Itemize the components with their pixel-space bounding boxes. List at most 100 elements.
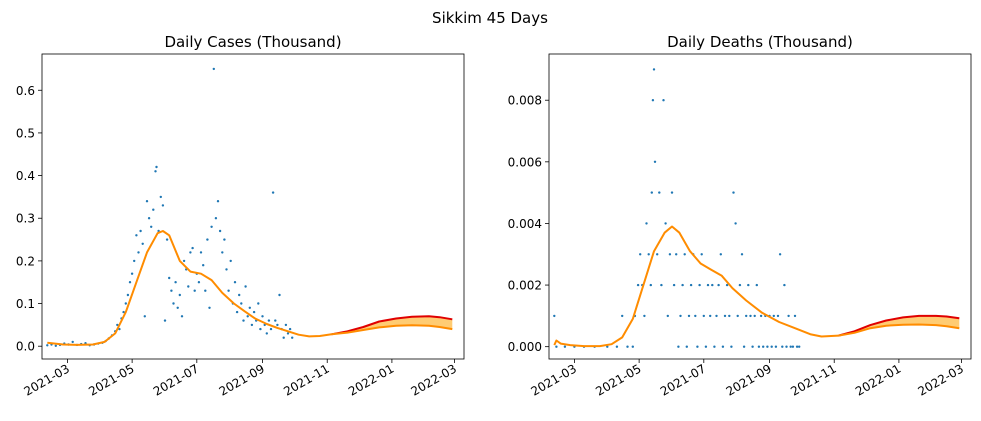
data-point <box>681 283 684 287</box>
forecast-lower-line <box>838 323 960 337</box>
data-point <box>766 345 769 348</box>
x-tick-label: 2021-07 <box>151 361 201 398</box>
data-point <box>626 345 629 348</box>
x-tick-label: 2022-03 <box>409 361 459 398</box>
data-point <box>753 314 756 318</box>
data-point <box>772 314 775 318</box>
data-point <box>672 283 676 287</box>
y-tick-label: 0.002 <box>508 279 542 293</box>
fit-line <box>553 225 839 348</box>
data-point <box>261 315 264 318</box>
data-point <box>649 283 652 287</box>
data-point <box>687 314 691 318</box>
data-point <box>130 272 134 275</box>
data-point <box>643 314 646 318</box>
data-point <box>606 345 609 348</box>
data-point <box>759 314 763 318</box>
data-point <box>197 281 201 284</box>
data-point <box>259 327 262 331</box>
data-point <box>227 289 230 292</box>
data-point <box>787 314 790 318</box>
forecast-upper-line <box>331 315 453 336</box>
data-point <box>291 336 294 339</box>
data-point <box>189 251 192 254</box>
data-point <box>221 251 224 254</box>
data-point <box>791 345 795 348</box>
data-point <box>751 345 754 348</box>
y-tick-label: 0.004 <box>508 217 542 231</box>
x-tick-label: 2021-05 <box>86 361 136 398</box>
data-point <box>238 293 241 297</box>
data-point <box>553 314 556 318</box>
data-point <box>46 344 49 347</box>
data-point <box>721 345 725 348</box>
data-point <box>776 314 780 318</box>
data-point <box>666 314 669 318</box>
data-point <box>675 253 678 256</box>
data-point <box>286 332 290 335</box>
x-tick-label: 2022-01 <box>853 361 903 398</box>
data-point <box>715 314 718 318</box>
data-point <box>271 191 275 194</box>
data-point <box>795 345 799 348</box>
data-point <box>778 253 782 256</box>
data-point <box>774 345 778 348</box>
figure-suptitle: Sikkim 45 Days <box>432 9 548 27</box>
data-point <box>170 289 173 292</box>
daily-cases-plot: Daily Cases (Thousand) 0.0 0.1 0.2 0.3 0.4 0.5… <box>16 33 465 399</box>
data-point <box>133 259 136 263</box>
data-point <box>214 217 218 220</box>
data-point <box>689 283 693 287</box>
data-point <box>747 283 750 287</box>
x-tick-label: 2021-11 <box>281 361 331 398</box>
data-point <box>204 289 207 292</box>
data-point <box>276 323 279 327</box>
data-point <box>176 306 179 309</box>
data-point <box>223 238 226 241</box>
data-point <box>150 225 153 228</box>
data-point <box>696 345 699 348</box>
data-point <box>265 332 268 335</box>
data-point <box>225 268 228 271</box>
data-point <box>159 195 162 199</box>
x-tick-label: 2021-09 <box>724 361 774 398</box>
data-point <box>728 314 731 318</box>
data-point <box>206 238 209 241</box>
data-point <box>155 165 158 169</box>
data-point <box>165 238 169 241</box>
data-point <box>730 345 733 348</box>
data-point <box>143 315 146 318</box>
data-point <box>248 306 251 309</box>
x-tick-label: 2021-09 <box>217 361 267 398</box>
data-point <box>257 302 260 305</box>
data-point <box>161 204 165 207</box>
data-point <box>147 217 151 220</box>
data-point <box>71 340 74 344</box>
data-point <box>621 314 624 318</box>
data-point <box>683 253 686 256</box>
data-point <box>122 310 125 314</box>
data-point <box>770 345 773 348</box>
data-point <box>734 222 737 225</box>
data-point <box>650 191 653 194</box>
x-tick-label: 2022-01 <box>346 361 396 398</box>
data-point <box>670 191 674 194</box>
y-tick-label: 0.3 <box>16 212 35 226</box>
data-point <box>199 251 203 254</box>
data-point <box>126 293 130 297</box>
data-point <box>653 160 657 163</box>
data-point <box>118 327 121 331</box>
y-tick-label: 0.6 <box>16 84 35 98</box>
y-tick-label: 0.1 <box>16 297 35 311</box>
data-point <box>269 327 273 331</box>
data-point <box>749 314 752 318</box>
forecast-upper-line <box>838 314 960 337</box>
data-point <box>163 319 167 322</box>
plot-title: Daily Cases (Thousand) <box>164 33 341 51</box>
data-point <box>719 253 722 256</box>
y-tick-label: 0.4 <box>16 169 35 183</box>
data-point <box>709 314 712 318</box>
daily-deaths-plot: Daily Deaths (Thousand) 0.000 0.002 0.004 0.… <box>508 33 972 399</box>
plot-frame <box>548 53 972 360</box>
